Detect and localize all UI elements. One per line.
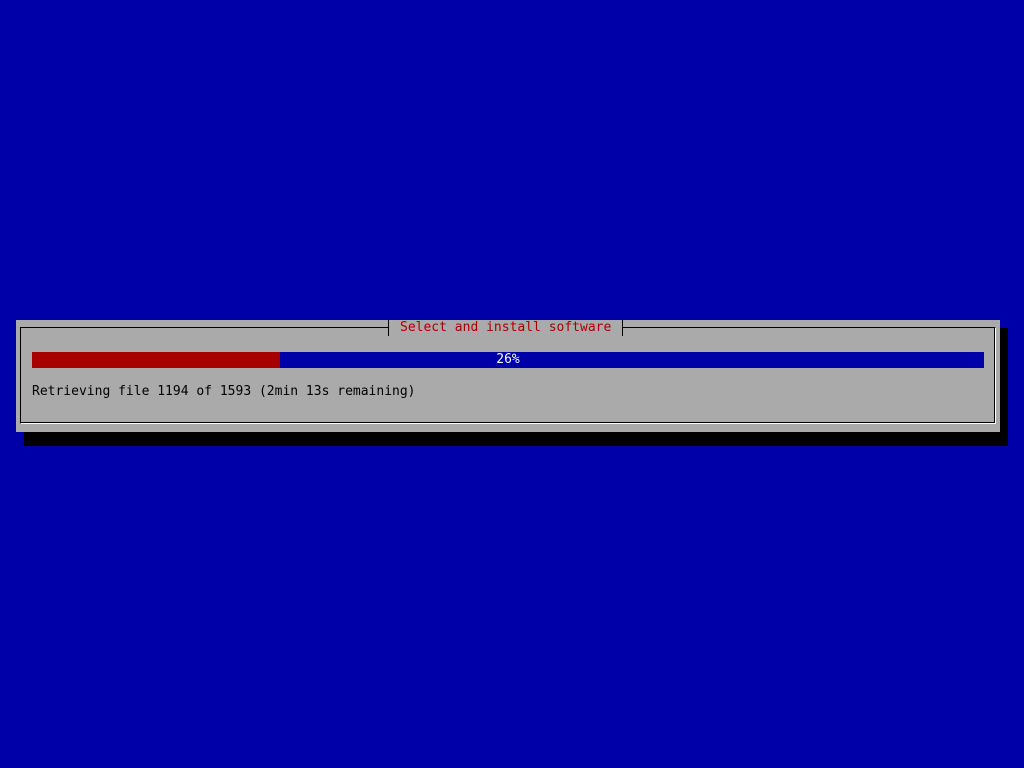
progress-fill	[32, 352, 280, 368]
dialog-title: Select and install software	[388, 320, 624, 336]
progress-percent: 26%	[496, 352, 520, 367]
progress-dialog: Select and install software 26% Retrievi…	[16, 320, 1000, 432]
status-text: Retrieving file 1194 of 1593 (2min 13s r…	[32, 384, 416, 399]
dialog-frame	[20, 327, 996, 424]
progress-bar: 26%	[32, 352, 984, 368]
